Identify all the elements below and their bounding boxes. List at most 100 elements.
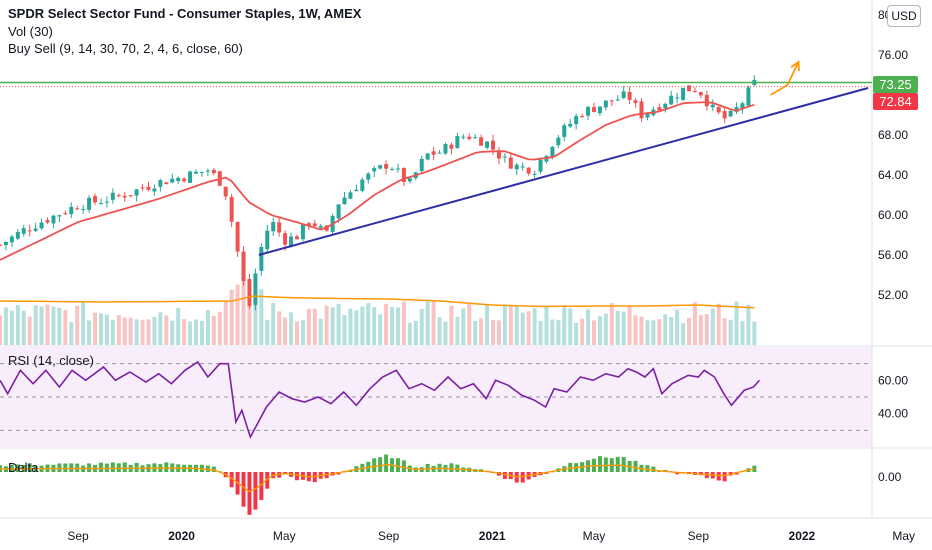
candle-body [75,208,80,210]
time-axis-tick: 2022 [789,529,816,543]
moving-average-line [0,101,755,261]
volume-bar [140,319,145,345]
volume-bar [491,320,496,345]
delta-bar [229,472,234,488]
volume-bar [740,321,745,345]
candle-body [9,236,14,243]
candle-body [81,208,86,210]
candle-body [300,223,305,240]
volume-bar [544,306,549,345]
candle-body [407,178,412,182]
volume-bar [87,320,92,345]
delta-bar [259,472,264,500]
volume-bar [609,303,614,345]
volume-bar [27,316,32,345]
candle-body [580,116,585,118]
volume-bar [574,322,579,345]
currency-button[interactable]: USD [887,5,921,27]
volume-indicator-label[interactable]: Vol (30) [8,24,53,39]
support-trendline [258,87,869,256]
volume-bar [722,318,727,345]
last-price-badge: 72.84 [873,93,918,110]
candle-body [621,91,626,98]
candle-body [289,236,294,247]
candle-body [354,189,359,192]
delta-bar [621,457,626,472]
volume-bar [9,310,14,345]
candle-body [687,85,692,92]
candle-body [93,196,98,203]
candle-body [110,192,115,200]
delta-bar [253,472,258,510]
candle-body [681,87,686,100]
price-axis-tick: 56.00 [878,248,908,262]
candle-body [140,187,145,189]
volume-bar [247,294,252,345]
candle-body [514,164,519,170]
delta-bar [502,472,507,479]
candle-body [431,151,436,155]
candle-body [104,201,109,203]
volume-bar [98,313,103,345]
candle-body [146,187,151,190]
candle-body [235,222,240,252]
candle-body [704,95,709,107]
volume-bar [182,319,187,345]
volume-bar [419,308,424,345]
volume-bar [390,307,395,345]
delta-bar [425,463,430,472]
candle-body [627,91,632,100]
candle-body [348,192,353,199]
volume-bar [217,311,222,345]
delta-bar [449,463,454,472]
volume-bar [651,320,656,345]
candlestick-series [0,75,757,311]
volume-bar [342,315,347,345]
candle-body [176,177,181,181]
resistance-price-badge: 73.25 [873,76,918,93]
delta-bar [722,472,727,482]
buy-sell-indicator-label[interactable]: Buy Sell (9, 14, 30, 70, 2, 4, 6, close,… [8,41,243,56]
volume-bar [568,308,573,345]
candle-body [318,225,323,228]
volume-bar [158,312,163,345]
volume-bar [294,321,299,345]
volume-bar [318,318,323,345]
volume-bar [698,315,703,345]
candle-body [182,178,187,182]
candle-body [692,90,697,93]
volume-bar [312,308,317,345]
delta-bar [633,460,638,472]
volume-bar [3,307,8,345]
volume-bar [229,289,234,345]
volume-bar [199,320,204,345]
candle-body [342,197,347,205]
volume-bar [627,306,632,345]
candle-body [698,92,703,96]
volume-bar [241,282,246,345]
candle-body [336,204,341,219]
time-axis-tick: May [892,529,915,543]
candle-body [603,100,608,108]
time-axis-tick: Sep [67,529,89,543]
delta-pane-label[interactable]: Delta [8,460,39,475]
candle-body [57,215,62,217]
delta-bar [651,466,656,472]
volume-bar [366,303,371,345]
volume-bar [639,316,644,345]
candle-body [609,100,614,102]
volume-bar [603,313,608,345]
candle-body [550,146,555,157]
volume-bar [669,317,674,345]
candle-body [526,167,531,174]
candle-body [164,182,169,185]
rsi-pane-label[interactable]: RSI (14, close) [8,353,94,368]
candle-body [645,113,650,118]
delta-bar [597,456,602,472]
candle-body [45,220,50,223]
volume-bar [526,311,531,345]
delta-bar [520,472,525,483]
candle-body [0,244,2,246]
delta-ma-line [0,464,755,493]
